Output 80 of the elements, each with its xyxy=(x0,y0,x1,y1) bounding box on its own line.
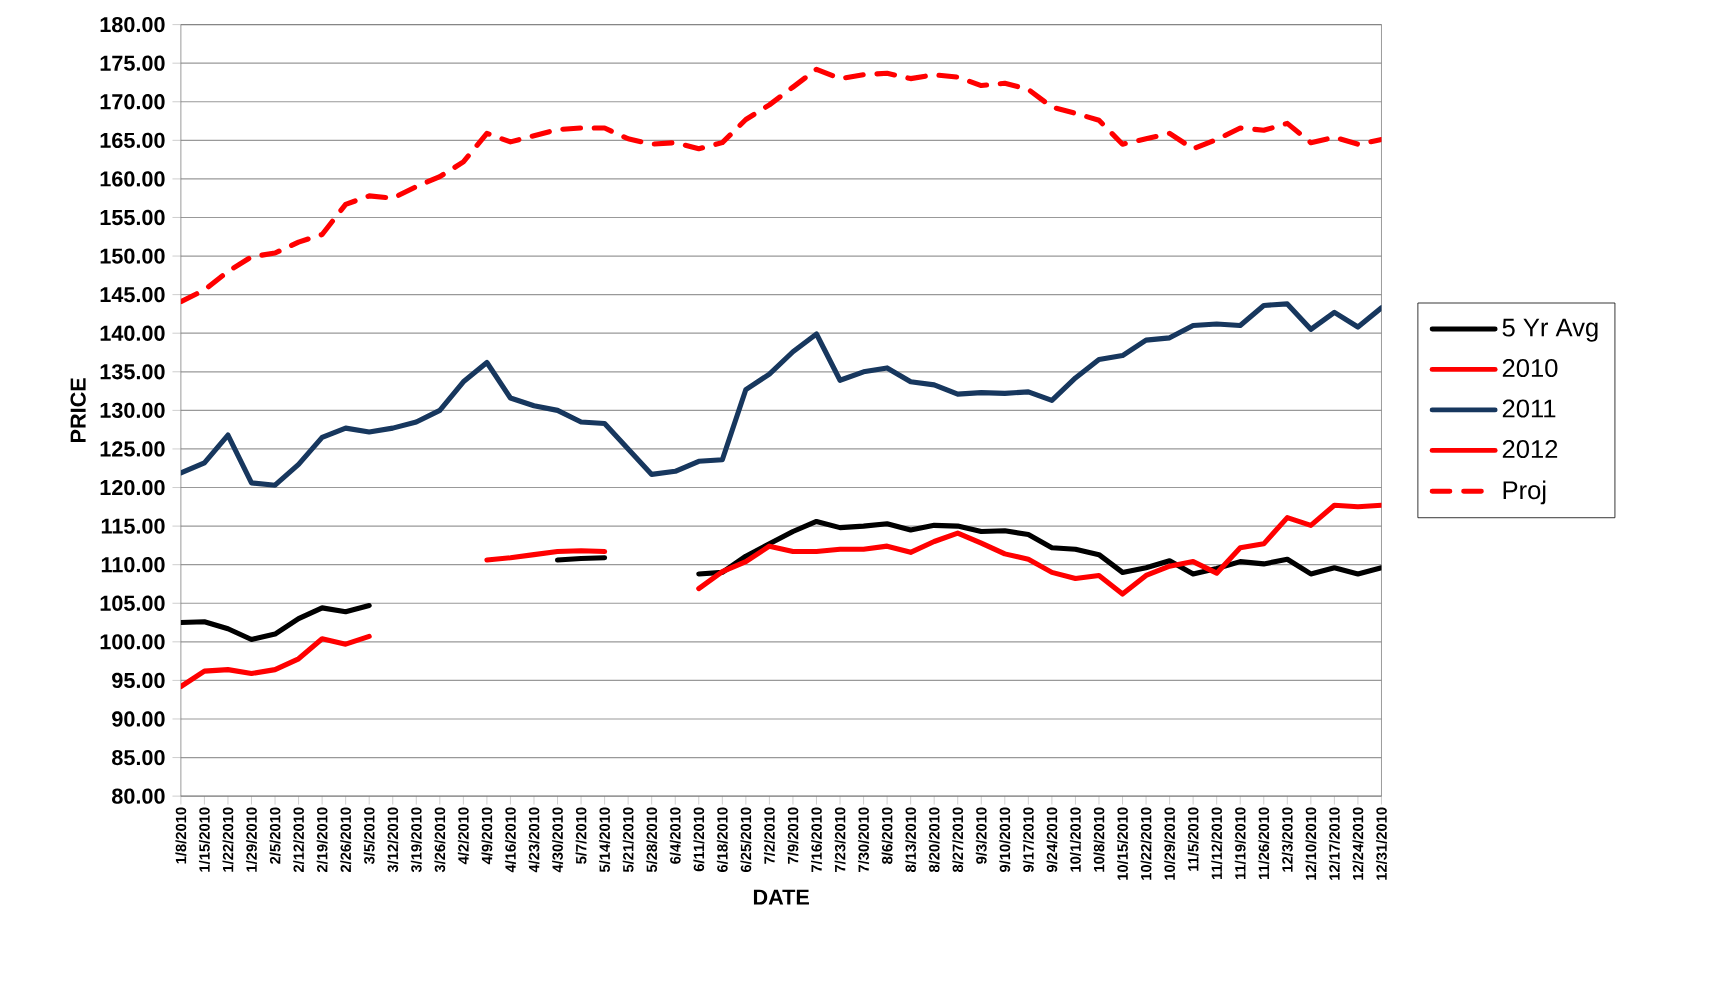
x-tick-label: 4/16/2010 xyxy=(504,807,516,873)
x-tick-label: 12/31/2010 xyxy=(1375,807,1387,880)
x-tick-label: 3/5/2010 xyxy=(363,807,375,865)
x-tick-label: 8/6/2010 xyxy=(881,807,893,864)
legend-label: 2012 xyxy=(1502,440,1558,459)
y-tick-label: 145.00 xyxy=(100,287,165,303)
y-tick-label: 155.00 xyxy=(100,209,165,226)
y-tick-label: 110.00 xyxy=(101,557,165,573)
x-axis-title: DATE xyxy=(753,889,809,905)
x-tick-label: 5/28/2010 xyxy=(646,807,658,873)
x-tick-label: 1/15/2010 xyxy=(198,807,210,872)
legend-label: Proj xyxy=(1503,480,1546,505)
y-tick-label: 140.00 xyxy=(100,325,165,341)
x-tick-label: 12/10/2010 xyxy=(1305,807,1317,880)
x-tick-label: 7/16/2010 xyxy=(811,807,822,872)
y-tick-label: 115.00 xyxy=(101,518,165,534)
x-tick-label: 6/11/2010 xyxy=(693,807,705,872)
x-tick-label: 6/4/2010 xyxy=(669,807,681,864)
x-tick-label: 7/23/2010 xyxy=(834,807,846,872)
y-axis-title: PRICE xyxy=(70,378,86,443)
y-tick-label: 135.00 xyxy=(100,364,165,380)
x-tick-label: 4/9/2010 xyxy=(481,807,493,865)
x-tick-label: 5/14/2010 xyxy=(599,807,611,873)
x-tick-label: 3/26/2010 xyxy=(434,807,446,873)
x-tick-label: 9/3/2010 xyxy=(975,807,987,864)
x-tick-label: 12/24/2010 xyxy=(1352,807,1364,880)
x-tick-label: 4/2/2010 xyxy=(457,807,469,865)
x-tick-label: 9/17/2010 xyxy=(1022,807,1034,873)
legend-label: 5 Yr Avg xyxy=(1502,318,1598,342)
x-tick-label: 2/5/2010 xyxy=(269,807,281,864)
y-tick-label: 105.00 xyxy=(100,595,165,611)
x-tick-label: 10/22/2010 xyxy=(1140,807,1152,880)
y-tick-label: 170.00 xyxy=(100,94,165,110)
x-tick-label: 12/3/2010 xyxy=(1281,807,1293,872)
x-tick-label: 10/8/2010 xyxy=(1093,807,1105,872)
x-tick-label: 3/12/2010 xyxy=(387,807,399,873)
y-tick-label: 180.00 xyxy=(100,16,165,33)
x-tick-label: 5/7/2010 xyxy=(575,807,587,864)
x-tick-label: 4/30/2010 xyxy=(552,807,564,873)
x-tick-label: 2/12/2010 xyxy=(293,807,305,873)
x-tick-label: 1/22/2010 xyxy=(222,807,234,872)
x-tick-label: 6/18/2010 xyxy=(716,807,728,873)
x-tick-label: 11/12/2010 xyxy=(1211,807,1223,880)
x-tick-label: 8/20/2010 xyxy=(928,807,940,873)
legend-label: 2011 xyxy=(1502,399,1556,418)
y-tick-label: 130.00 xyxy=(100,402,165,419)
y-tick-label: 175.00 xyxy=(100,55,165,71)
x-tick-label: 1/8/2010 xyxy=(175,807,187,864)
y-tick-label: 150.00 xyxy=(100,248,165,264)
y-tick-label: 80.00 xyxy=(112,788,165,804)
x-tick-label: 2/19/2010 xyxy=(316,807,328,873)
y-tick-label: 85.00 xyxy=(112,749,165,766)
y-tick-label: 120.00 xyxy=(100,479,165,496)
y-tick-label: 165.00 xyxy=(100,132,165,149)
y-tick-label: 95.00 xyxy=(112,672,165,689)
x-tick-label: 5/21/2010 xyxy=(622,807,634,873)
x-tick-label: 11/19/2010 xyxy=(1234,807,1246,880)
x-tick-label: 11/5/2010 xyxy=(1187,807,1199,871)
x-tick-label: 4/23/2010 xyxy=(528,807,540,873)
x-tick-label: 11/26/2010 xyxy=(1258,807,1270,880)
y-tick-label: 125.00 xyxy=(100,441,165,457)
x-tick-label: 10/15/2010 xyxy=(1117,807,1129,880)
x-tick-label: 2/26/2010 xyxy=(340,807,352,873)
y-tick-label: 100.00 xyxy=(100,634,165,650)
x-tick-label: 6/25/2010 xyxy=(740,807,752,873)
x-tick-label: 7/30/2010 xyxy=(858,807,870,872)
x-tick-label: 9/24/2010 xyxy=(1046,807,1058,873)
y-tick-label: 90.00 xyxy=(112,711,165,727)
x-tick-label: 3/19/2010 xyxy=(410,807,422,873)
legend-label: 2010 xyxy=(1502,359,1558,378)
x-tick-label: 12/17/2010 xyxy=(1328,807,1340,880)
y-tick-label: 160.00 xyxy=(100,171,165,187)
x-tick-label: 1/29/2010 xyxy=(246,807,257,872)
x-tick-label: 8/13/2010 xyxy=(905,807,917,873)
x-tick-label: 10/29/2010 xyxy=(1164,807,1176,880)
x-tick-label: 7/9/2010 xyxy=(787,807,799,864)
x-tick-label: 8/27/2010 xyxy=(952,807,964,873)
x-tick-label: 10/1/2010 xyxy=(1069,807,1081,872)
x-tick-label: 9/10/2010 xyxy=(999,807,1011,873)
x-tick-label: 7/2/2010 xyxy=(763,807,775,864)
